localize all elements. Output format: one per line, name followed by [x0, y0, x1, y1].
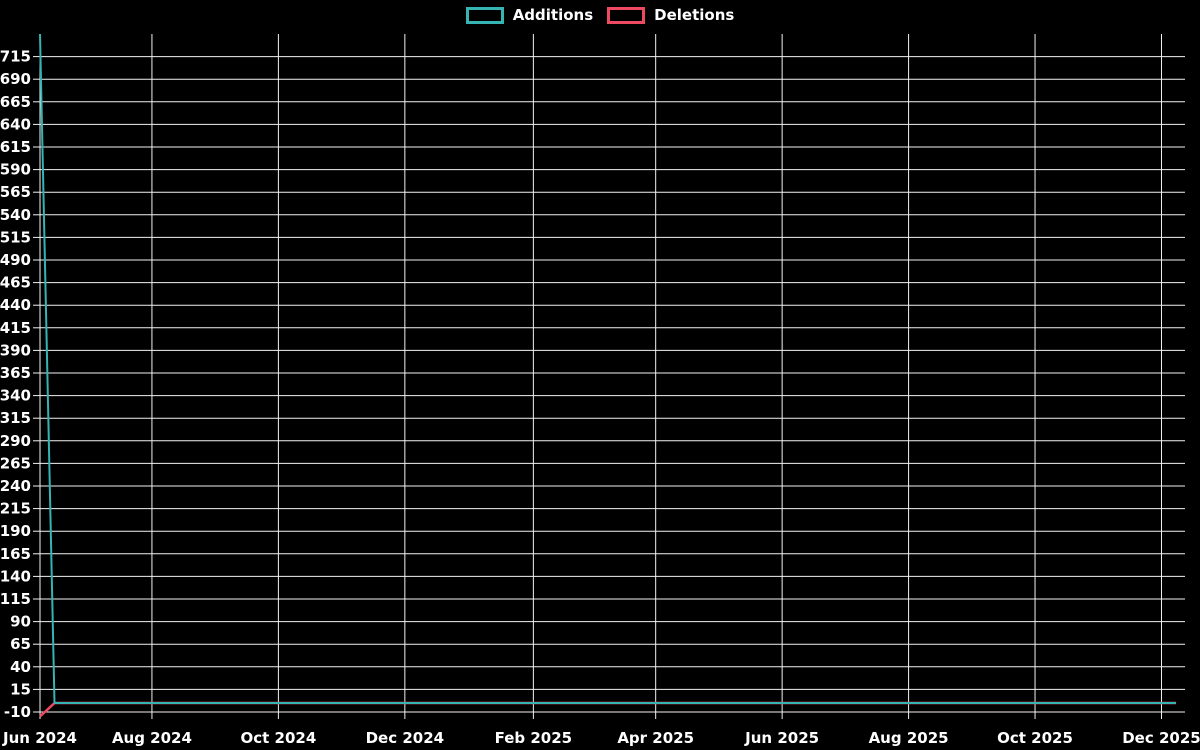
y-tick-label: 690: [0, 70, 31, 88]
additions-line: [39, 33, 1176, 704]
y-tick-label: 590: [0, 161, 31, 179]
y-tick-label: 440: [0, 296, 31, 314]
y-tick-label: 215: [0, 500, 31, 518]
y-tick-label: 540: [0, 206, 31, 224]
y-tick-label: 490: [0, 251, 31, 269]
y-tick-label: 315: [0, 409, 31, 427]
additions-swatch-icon: [465, 6, 504, 24]
y-tick-label: 465: [0, 274, 31, 292]
x-tick-label: Oct 2025: [997, 729, 1073, 747]
x-tick-label: Feb 2025: [495, 729, 573, 747]
y-tick-label: 615: [0, 138, 31, 156]
x-tick-label: Apr 2025: [617, 729, 694, 747]
y-tick-label: 115: [0, 590, 31, 608]
y-tick-label: 340: [0, 387, 31, 405]
y-tick-label: 715: [0, 48, 31, 66]
deletions-line: [39, 701, 1176, 718]
y-tick-label: 390: [0, 341, 31, 359]
y-tick-label: 515: [0, 228, 31, 246]
y-tick-label: 290: [0, 432, 31, 450]
y-tick-label: 240: [0, 477, 31, 495]
y-tick-label: 140: [0, 567, 31, 585]
y-tick-label: 90: [10, 613, 31, 631]
y-tick-label: 190: [0, 522, 31, 540]
deletions-swatch-icon: [607, 6, 646, 24]
x-tick-label: Jun 2024: [2, 729, 77, 747]
legend-item-additions[interactable]: Additions: [465, 6, 594, 24]
chart-legend: Additions Deletions: [0, 6, 1200, 24]
y-tick-label: 365: [0, 364, 31, 382]
y-tick-label: 15: [10, 680, 31, 698]
x-tick-label: Jun 2025: [744, 729, 819, 747]
x-tick-label: Aug 2024: [112, 729, 192, 747]
y-tick-label: 415: [0, 319, 31, 337]
y-tick-label: 165: [0, 545, 31, 563]
y-tick-label: 640: [0, 115, 31, 133]
x-tick-label: Aug 2025: [869, 729, 949, 747]
x-tick-label: Dec 2024: [366, 729, 445, 747]
legend-label-deletions: Deletions: [654, 6, 735, 24]
y-tick-label: 565: [0, 183, 31, 201]
y-tick-label: 65: [10, 635, 31, 653]
legend-item-deletions[interactable]: Deletions: [607, 6, 734, 24]
y-tick-label: -10: [4, 703, 31, 721]
y-tick-label: 265: [0, 454, 31, 472]
x-tick-label: Dec 2025: [1122, 729, 1200, 747]
y-tick-label: 40: [10, 658, 31, 676]
legend-label-additions: Additions: [512, 6, 594, 24]
x-tick-label: Oct 2024: [240, 729, 316, 747]
y-tick-label: 665: [0, 93, 31, 111]
